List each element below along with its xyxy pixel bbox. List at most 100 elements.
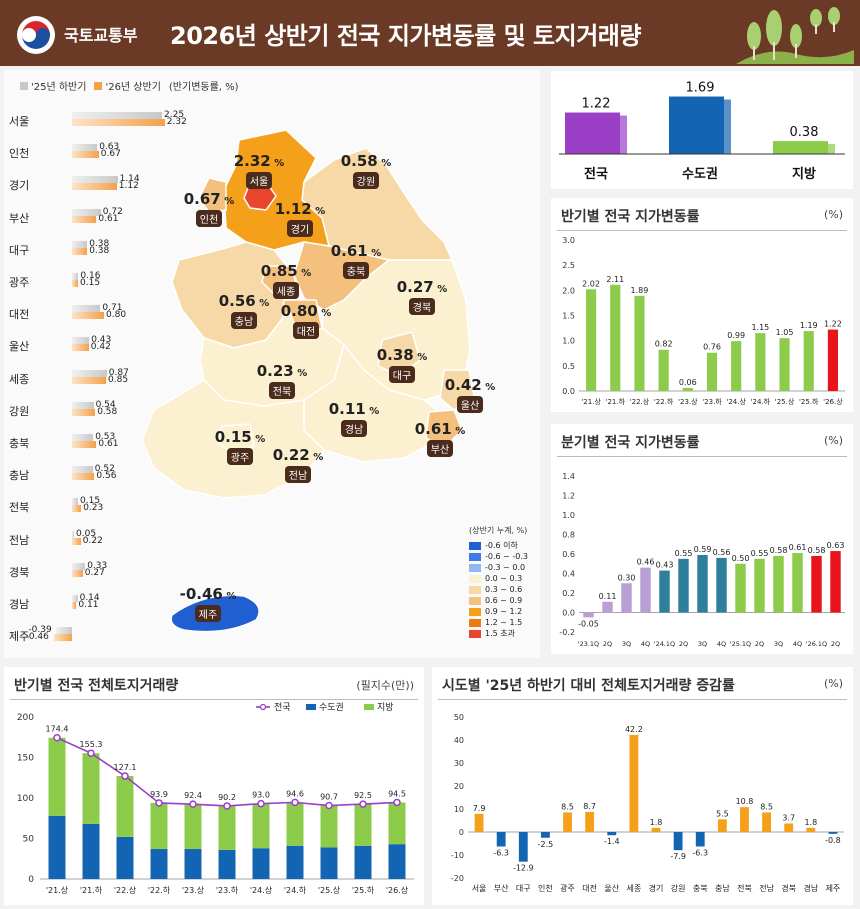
province-rate-row: 강원 0.54 0.58 — [4, 398, 204, 436]
bar-prev — [72, 530, 74, 538]
y-tick-label: 0.0 — [562, 609, 575, 618]
x-tick-label: 서울 — [472, 884, 487, 893]
scale-swatch — [469, 607, 481, 616]
bar-value-label: -12.9 — [513, 864, 534, 873]
map-value-unit: % — [481, 382, 496, 393]
value-label-prev: 0.72 — [102, 206, 123, 217]
total-marker — [155, 799, 163, 807]
province-rate-row: 서울 2.25 2.32 — [4, 108, 204, 146]
bar-provincial — [184, 804, 202, 850]
bar-provincial — [354, 804, 372, 846]
scale-row: -0.6 이하 — [469, 540, 539, 551]
scale-label: 1.5 초과 — [485, 629, 515, 638]
bar — [518, 832, 528, 862]
map-value: 0.27 % — [396, 278, 448, 296]
half-chart-unit: (%) — [823, 208, 843, 221]
value-label-curr: 0.61 — [98, 439, 119, 449]
volume-change-panel: 시도별 '25년 하반기 대비 전체토지거래량 증감률 (%) -20 -10 0 1… — [432, 667, 853, 905]
bar-prev — [72, 498, 78, 506]
bar-prev — [72, 562, 86, 570]
region-value: 0.38 — [790, 125, 819, 140]
x-tick-label: 제주 — [826, 884, 841, 893]
value-label-curr: 0.23 — [83, 503, 104, 514]
bar-capital — [116, 836, 134, 879]
value-label-prev: 0.15 — [80, 496, 101, 507]
total-marker — [121, 772, 129, 780]
province-name: 대전 — [9, 308, 30, 322]
x-tick-label: 2Q — [603, 640, 612, 648]
map-value-unit: % — [377, 158, 392, 169]
y-tick-label: 10 — [454, 805, 464, 814]
bar-value-label: 1.19 — [800, 321, 818, 330]
region-bar-side — [620, 115, 627, 154]
map-label-전남: 0.22 % 전남 — [262, 446, 334, 483]
bar — [754, 558, 765, 613]
x-tick-label: '22.하 — [148, 885, 171, 895]
y-tick-label: -10 — [451, 851, 464, 860]
bar-prev — [72, 112, 162, 119]
total-value-label: 92.5 — [354, 791, 372, 800]
title-divider — [557, 456, 847, 457]
bar — [585, 811, 595, 832]
map-value-unit: % — [451, 426, 466, 437]
trees-decoration-icon — [736, 7, 854, 64]
bar-provincial — [82, 753, 100, 824]
bar — [673, 832, 683, 851]
scale-row: 0.3 ~ 0.6 — [469, 584, 539, 595]
map-value: 0.42 % — [444, 376, 496, 394]
bar-value-label: -0.8 — [825, 836, 841, 845]
region-value: 1.22 — [582, 97, 611, 112]
x-tick-label: 대구 — [516, 884, 531, 893]
map-region-name: 충북 — [342, 262, 370, 279]
bar-prev — [72, 208, 101, 216]
y-tick-label: 150 — [17, 754, 34, 764]
bar-prev — [72, 401, 94, 409]
value-label-prev: -0.39 — [28, 625, 52, 636]
bar-prev — [72, 240, 88, 248]
map-region-name: 인천 — [195, 210, 223, 227]
title-divider — [10, 699, 418, 700]
half-chart-title: 반기별 전국 지가변동률 — [561, 209, 700, 225]
map-value-unit: % — [222, 591, 237, 602]
bar-curr — [72, 151, 99, 159]
x-tick-label: '25.상 — [318, 885, 341, 895]
legend-curr-label: '26년 상반기 — [105, 82, 161, 93]
total-value-label: 93.0 — [252, 791, 270, 800]
bar-capital — [48, 815, 66, 879]
province-name: 부산 — [9, 211, 30, 225]
province-name: 충북 — [9, 437, 30, 450]
bar-curr — [72, 183, 117, 191]
bar-curr — [72, 602, 77, 609]
map-region-name: 세종 — [272, 282, 300, 299]
bar — [563, 812, 572, 832]
value-label-curr: 0.80 — [106, 310, 127, 321]
volume-change-chart: -20 -10 0 10 20 30 40 50 7.9 서울 -6.3 부산 -12.9 대구 -2.5 인… — [451, 713, 844, 893]
scale-swatch — [469, 552, 481, 561]
y-tick-label: 3.0 — [562, 236, 575, 245]
change-chart-title: 시도별 '25년 하반기 대비 전체토지거래량 증감률 — [442, 678, 735, 694]
province-name: 경남 — [9, 598, 30, 611]
x-tick-label: '22.하 — [654, 397, 674, 406]
map-region-name: 전북 — [268, 382, 296, 399]
bar-value-label: 0.99 — [727, 331, 745, 340]
legend-swatch — [306, 704, 316, 710]
bar — [773, 555, 784, 613]
bar — [717, 819, 727, 832]
scale-swatch — [469, 596, 481, 605]
bar — [811, 555, 822, 613]
quarterly-chart: -0.2 0.0 0.2 0.4 0.6 0.8 1.0 1.2 1.4 -0.05 '23.1Q 0… — [559, 472, 845, 648]
bar-capital — [82, 823, 100, 879]
scale-label: -0.6 이하 — [485, 541, 518, 550]
map-scale-legend: (상반기 누계, %) -0.6 이하 -0.6 ~ -0.3 -0.3 ~ 0.0… — [469, 525, 539, 639]
total-value-label: 127.1 — [114, 763, 137, 772]
province-rate-row: 경남 0.14 0.11 — [4, 591, 204, 629]
total-value-label: 155.3 — [80, 740, 103, 749]
x-tick-label: '23.상 — [182, 885, 205, 895]
bar — [731, 341, 742, 391]
map-value: 0.61 % — [330, 242, 382, 260]
map-value: 2.32 % — [233, 152, 285, 170]
region-bar-group: 1.69 수도권 — [669, 81, 731, 182]
bar-value-label: 0.55 — [751, 549, 769, 558]
bar-legend: '25년 하반기 '26년 상반기 (반기변동률, %) — [20, 78, 239, 93]
province-rate-row: 충북 0.53 0.61 — [4, 430, 204, 468]
